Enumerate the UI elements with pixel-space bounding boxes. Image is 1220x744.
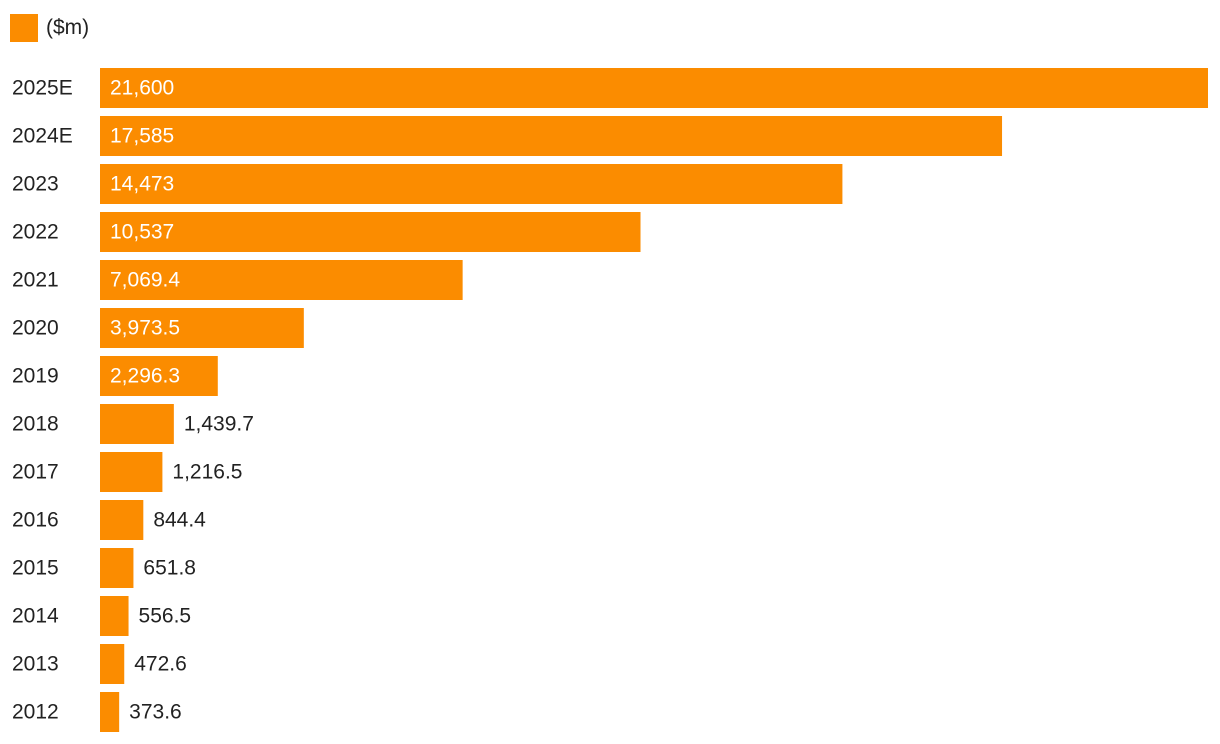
legend-swatch	[10, 14, 38, 42]
value-label: 10,537	[110, 221, 174, 244]
category-label: 2012	[12, 701, 59, 724]
category-label: 2021	[12, 269, 59, 292]
bar	[100, 308, 304, 348]
category-label: 2022	[12, 221, 59, 244]
value-label: 2,296.3	[110, 365, 180, 388]
category-label: 2015	[12, 557, 59, 580]
bar	[100, 68, 1208, 108]
category-label: 2025E	[12, 77, 73, 100]
bar	[100, 404, 174, 444]
value-label: 472.6	[134, 653, 187, 676]
bar	[100, 548, 134, 588]
value-label: 651.8	[143, 557, 196, 580]
legend-label: ($m)	[46, 16, 90, 39]
value-label: 556.5	[139, 605, 192, 628]
bar	[100, 596, 129, 636]
value-label: 373.6	[129, 701, 182, 724]
value-label: 7,069.4	[110, 269, 180, 292]
value-label: 1,216.5	[172, 461, 242, 484]
category-label: 2019	[12, 365, 59, 388]
category-label: 2013	[12, 653, 59, 676]
category-label: 2016	[12, 509, 59, 532]
bar	[100, 260, 463, 300]
value-label: 14,473	[110, 173, 174, 196]
bar	[100, 116, 1003, 156]
bar	[100, 644, 125, 684]
value-label: 1,439.7	[184, 413, 254, 436]
value-label: 844.4	[153, 509, 206, 532]
bar	[100, 500, 144, 540]
category-label: 2014	[12, 605, 59, 628]
category-label: 2017	[12, 461, 59, 484]
value-label: 21,600	[110, 77, 174, 100]
category-label: 2018	[12, 413, 59, 436]
bar	[100, 692, 120, 732]
bar	[100, 356, 218, 396]
bar	[100, 212, 641, 252]
bar	[100, 452, 163, 492]
value-label: 3,973.5	[110, 317, 180, 340]
legend: ($m)	[10, 14, 89, 42]
category-label: 2020	[12, 317, 59, 340]
bar	[100, 164, 843, 204]
category-label: 2024E	[12, 125, 73, 148]
category-label: 2023	[12, 173, 59, 196]
value-label: 17,585	[110, 125, 174, 148]
